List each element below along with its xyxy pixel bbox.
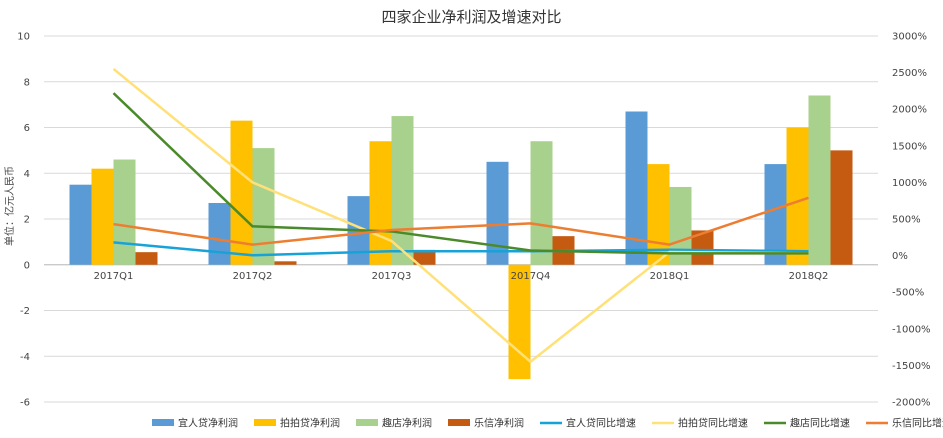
legend-label: 趣店同比增速	[790, 417, 850, 430]
y-tick-label: 2	[24, 215, 30, 226]
bar	[764, 164, 787, 265]
bar	[274, 261, 297, 265]
bar	[230, 120, 253, 265]
gridlines	[44, 35, 878, 403]
bar	[486, 161, 509, 265]
bar	[391, 116, 414, 265]
x-tick-label: 2017Q1	[94, 271, 134, 282]
bar	[830, 150, 853, 265]
legend-swatch	[254, 419, 276, 426]
bar	[669, 186, 692, 265]
legend: 宜人贷净利润 拍拍贷净利润 趣店净利润 乐信净利润 宜人贷同比增速 拍拍贷同比增速 趣店同比…	[152, 417, 943, 430]
bar	[647, 164, 670, 265]
series-line	[112, 92, 809, 255]
y-tick-label: 4	[24, 169, 30, 180]
y2-tick-label: 500%	[892, 215, 921, 226]
bar	[369, 141, 392, 265]
y2-tick-label: 1000%	[892, 178, 927, 189]
x-axis-ticks: 2017Q1 2017Q2 2017Q3 2017Q4 2018Q1 2018Q2	[94, 271, 829, 282]
x-tick-label: 2017Q3	[372, 271, 412, 282]
y2-tick-label: -2000%	[892, 398, 931, 409]
bars-group	[69, 95, 853, 380]
y2-tick-label: -1000%	[892, 324, 931, 335]
bar	[413, 249, 436, 265]
y-tick-label: -6	[20, 398, 30, 409]
legend-label: 趣店净利润	[382, 417, 432, 430]
y-tick-label: 8	[24, 77, 30, 88]
legend-label: 乐信同比增速	[892, 417, 943, 430]
legend-swatch	[448, 419, 470, 426]
bar	[508, 264, 531, 380]
bar	[808, 95, 831, 265]
legend-swatch	[356, 419, 378, 426]
x-tick-label: 2018Q2	[789, 271, 829, 282]
bar	[69, 184, 92, 265]
chart-title: 四家企业净利润及增速对比	[381, 8, 561, 26]
bar	[786, 127, 809, 265]
legend-label: 乐信净利润	[474, 417, 524, 430]
bar	[625, 111, 648, 265]
y-tick-label: 0	[24, 260, 30, 271]
y-tick-label: -4	[20, 352, 30, 363]
bar	[530, 141, 553, 265]
y2-tick-label: 2000%	[892, 105, 927, 116]
legend-label: 拍拍贷净利润	[280, 417, 340, 430]
y2-axis-ticks: -2000% -1500% -1000% -500% 0% 500% 1000% 1500% 2…	[892, 32, 931, 409]
bar	[91, 168, 114, 265]
y2-tick-label: 3000%	[892, 32, 927, 43]
legend-label: 宜人贷净利润	[178, 417, 238, 430]
y-axis-title: 单位：亿元人民币	[3, 166, 16, 246]
y-axis-ticks: -6 -4 -2 0 2 4 6 8 10	[17, 32, 30, 409]
y2-tick-label: 2500%	[892, 68, 927, 79]
legend-swatch	[152, 419, 174, 426]
bar	[208, 202, 231, 265]
bar	[691, 230, 714, 265]
series-line	[113, 241, 809, 257]
legend-label: 宜人贷同比增速	[566, 417, 636, 430]
lines-group	[112, 67, 809, 363]
series-line	[113, 196, 809, 246]
y-tick-label: 6	[24, 123, 30, 134]
x-tick-label: 2018Q1	[650, 271, 690, 282]
y-tick-label: -2	[20, 306, 30, 317]
bar	[135, 252, 158, 265]
legend-label: 拍拍贷同比增速	[678, 417, 748, 430]
y2-tick-label: -1500%	[892, 361, 931, 372]
y-tick-label: 10	[17, 32, 30, 43]
x-tick-label: 2017Q2	[233, 271, 273, 282]
bar	[252, 148, 275, 265]
y2-tick-label: 0%	[892, 251, 908, 262]
x-tick-label: 2017Q4	[511, 271, 551, 282]
y2-tick-label: 1500%	[892, 141, 927, 152]
bar	[113, 159, 136, 265]
y2-tick-label: -500%	[892, 288, 924, 299]
